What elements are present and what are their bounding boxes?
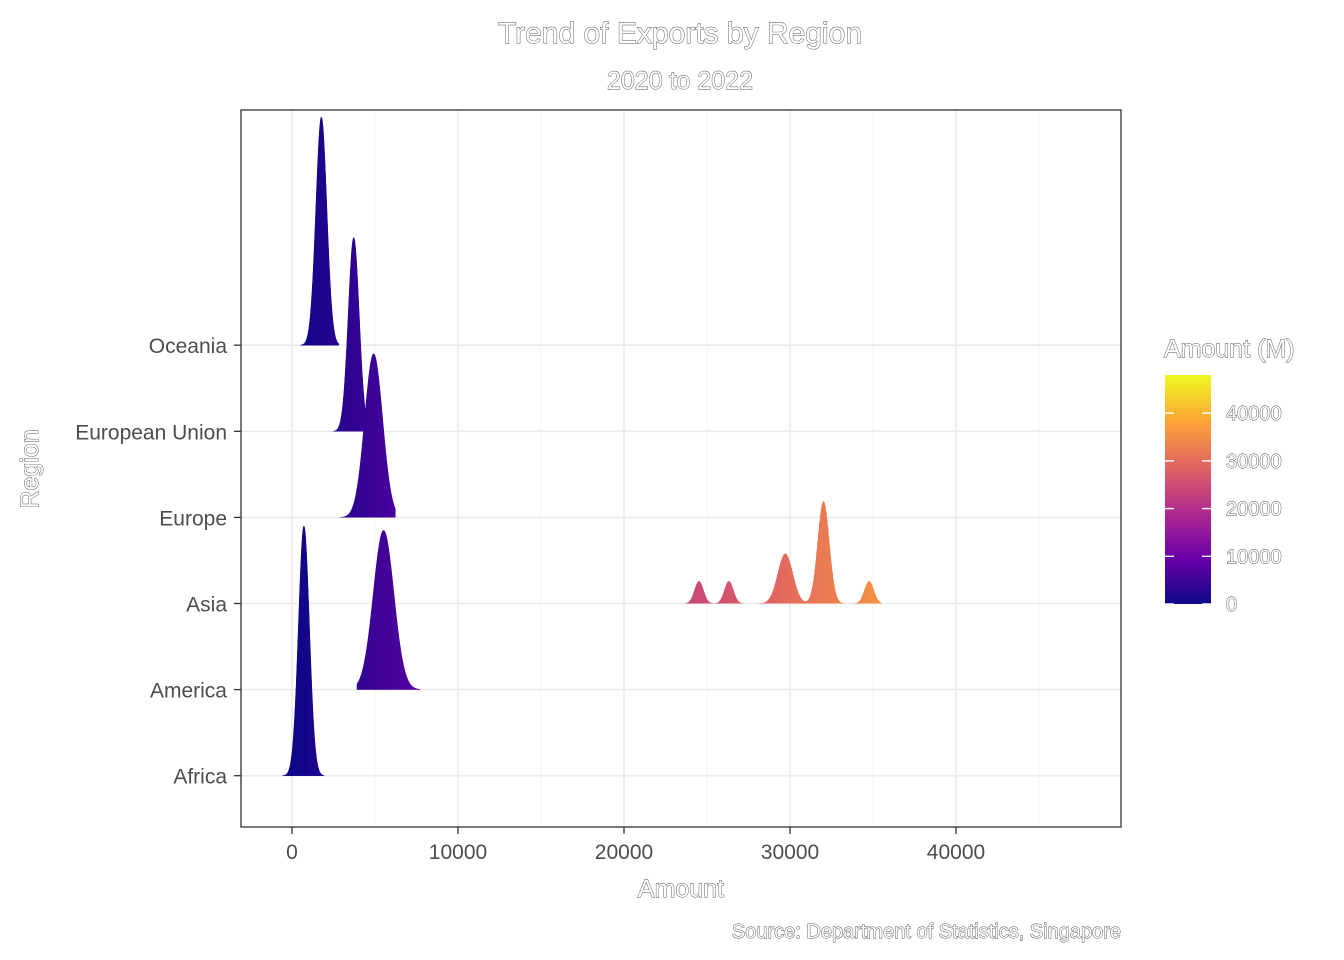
y-tick-label: Oceania [149,335,228,358]
ridge-europe [338,353,396,518]
ridge-european-union [330,237,366,432]
plot-border [240,109,1122,828]
ridge-asia [685,501,882,604]
x-axis: 0 10000 20000 30000 40000 [286,827,985,864]
legend-title: Amount (M) [1164,335,1295,363]
chart-title: Trend of Exports by Region [498,17,862,50]
y-tick-label: Africa [173,766,227,789]
caption: Source: Department of Statistics, Singap… [732,921,1121,943]
x-tick-label: 0 [286,841,298,864]
x-tick-label: 20000 [595,841,653,864]
ridge-segment [394,507,396,518]
x-tick-label: 40000 [927,841,985,864]
y-axis: Africa America Asia Europe European Union Oce… [75,335,241,789]
colorbar-tick-label: 10000 [1226,546,1282,568]
ridge-segment [880,602,882,604]
colorbar-legend: Amount (M) 0 10000 20000 30000 40000 [1164,335,1295,617]
y-tick-label: European Union [75,421,227,444]
y-tick-label: Asia [186,594,227,617]
y-tick-label: Europe [159,507,227,530]
ridge-oceania [300,117,340,346]
colorbar-tick-label: 20000 [1226,499,1282,521]
x-axis-title: Amount [638,875,724,903]
colorbar-tick-label: 30000 [1226,451,1282,473]
ridge-america [356,530,421,690]
y-tick-label: America [150,680,227,703]
colorbar-tick-label: 40000 [1226,403,1282,425]
y-axis-title: Region [16,429,44,508]
x-tick-label: 30000 [761,841,819,864]
grid-lines [241,110,1121,827]
ridge-segment [338,343,340,346]
ridge-africa [282,526,325,776]
x-tick-label: 10000 [429,841,487,864]
chart-subtitle: 2020 to 2022 [607,67,753,95]
colorbar-tick-label: 0 [1226,594,1237,616]
colorbar [1165,375,1211,604]
ridges [282,117,882,776]
